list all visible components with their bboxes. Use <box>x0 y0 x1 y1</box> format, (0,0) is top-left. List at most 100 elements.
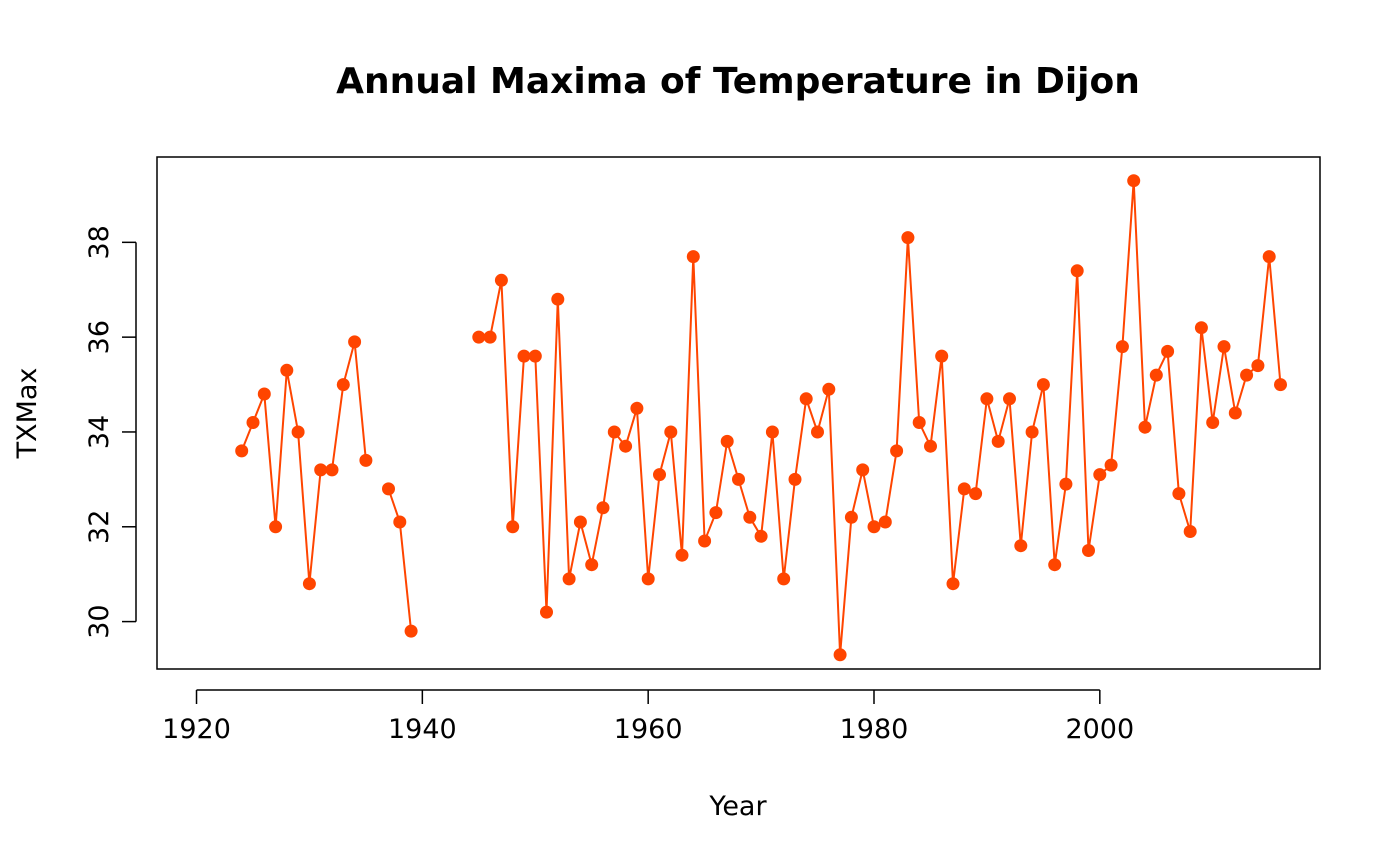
x-tick-label: 2000 <box>1065 714 1134 745</box>
data-point <box>1093 468 1107 482</box>
data-point <box>1115 340 1129 354</box>
data-point <box>777 572 791 586</box>
data-point <box>641 572 655 586</box>
data-point <box>404 624 418 638</box>
data-point <box>619 439 633 453</box>
data-point <box>765 425 779 439</box>
data-point <box>506 520 520 534</box>
series-line <box>478 180 1282 655</box>
data-point <box>291 425 305 439</box>
data-point <box>844 510 858 524</box>
data-point <box>325 463 339 477</box>
data-point <box>912 416 926 429</box>
x-tick-label: 1980 <box>840 714 909 745</box>
data-point <box>630 401 644 415</box>
data-point <box>562 572 576 586</box>
data-point <box>946 577 960 591</box>
y-axis-label: TXMax <box>12 368 43 460</box>
data-point <box>607 425 621 439</box>
data-point <box>1251 359 1265 373</box>
data-point <box>393 515 407 529</box>
data-point <box>1082 544 1095 557</box>
data-point <box>720 434 734 448</box>
x-tick-label: 1960 <box>614 714 683 745</box>
data-point <box>1228 406 1242 420</box>
series-line <box>240 341 367 584</box>
data-point <box>1149 368 1163 382</box>
data-point <box>235 444 249 458</box>
data-point <box>675 548 689 562</box>
data-point <box>1025 425 1039 439</box>
data-point <box>811 425 824 439</box>
y-tick-label: 38 <box>84 225 115 259</box>
data-point <box>1048 558 1062 572</box>
data-point <box>1206 416 1220 429</box>
y-axis: 30 32 34 36 38 <box>84 225 137 639</box>
x-axis-label: Year <box>708 791 767 822</box>
y-tick-label: 34 <box>84 415 115 449</box>
data-point <box>1194 321 1208 335</box>
data-point <box>517 349 531 363</box>
data-point <box>494 273 508 287</box>
series-line <box>387 488 413 632</box>
data-point <box>664 425 678 439</box>
data-point <box>246 416 260 429</box>
data-point <box>957 482 971 496</box>
data-point <box>980 392 994 406</box>
data-point <box>336 378 350 392</box>
data-point <box>302 577 316 591</box>
data-point <box>1104 458 1118 472</box>
x-axis: 1920 1940 1960 1980 2000 <box>162 689 1134 745</box>
data-point <box>540 605 553 619</box>
data-point <box>596 501 610 515</box>
data-point <box>686 250 700 264</box>
data-point <box>1274 378 1287 392</box>
data-point <box>709 506 723 520</box>
data-point <box>269 520 283 534</box>
data-point <box>314 463 328 477</box>
data-point <box>890 444 904 458</box>
data-point <box>1183 525 1197 538</box>
data-point <box>698 534 712 548</box>
data-point <box>969 487 983 501</box>
y-tick-label: 32 <box>84 510 115 544</box>
data-point <box>856 463 870 477</box>
data-point <box>382 482 395 496</box>
data-point <box>257 387 271 401</box>
data-point <box>878 515 892 529</box>
data-point <box>1070 264 1084 278</box>
data-point <box>822 382 836 396</box>
data-point <box>901 231 915 245</box>
data-point <box>732 472 745 486</box>
data-point <box>585 558 599 572</box>
data-point <box>1014 539 1028 553</box>
data-point <box>1161 344 1175 358</box>
data-point <box>833 648 847 662</box>
data-point <box>1172 487 1186 501</box>
data-point <box>1262 250 1276 264</box>
data-point <box>1059 477 1073 491</box>
y-tick-label: 30 <box>84 604 115 638</box>
data-point <box>991 434 1005 448</box>
data-point <box>280 363 294 377</box>
data-point <box>483 330 497 344</box>
y-tick-label: 36 <box>84 320 115 354</box>
data-point <box>472 330 486 344</box>
data-point <box>867 520 881 534</box>
data-point <box>935 349 949 363</box>
data-point <box>799 392 813 406</box>
series-layer <box>235 174 1287 662</box>
data-point <box>1003 392 1016 406</box>
data-point <box>788 472 802 486</box>
data-point <box>743 510 757 524</box>
data-point <box>551 292 565 306</box>
data-point <box>754 529 768 543</box>
data-point <box>573 515 587 529</box>
data-point <box>1217 340 1231 354</box>
data-point <box>1240 368 1254 382</box>
data-point <box>528 349 542 363</box>
data-point <box>653 468 666 482</box>
x-tick-label: 1940 <box>388 714 457 745</box>
data-point <box>1036 378 1050 392</box>
data-point <box>348 335 362 349</box>
